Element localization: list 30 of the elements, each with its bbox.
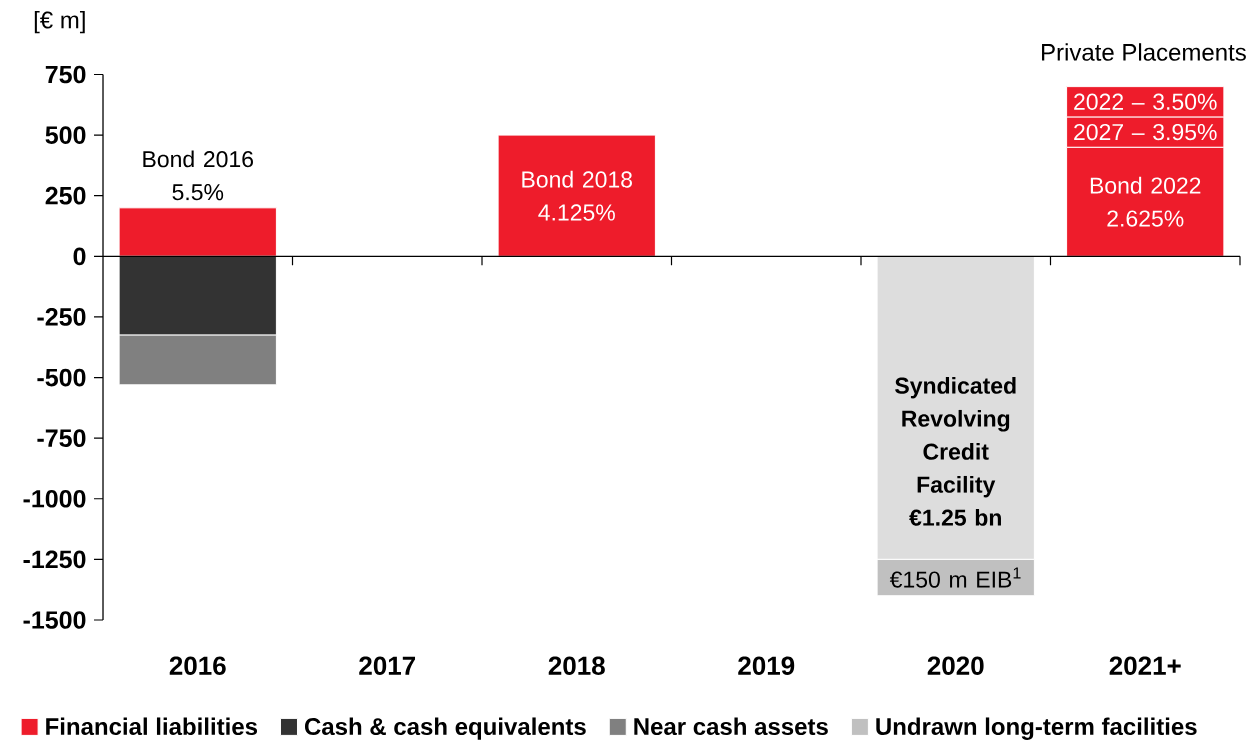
y-tick-label: -1250	[23, 550, 86, 569]
y-tick-label: -1500	[23, 611, 86, 629]
y-axis-title: [€ m]	[34, 10, 85, 34]
y-tick-label: 250	[45, 186, 86, 205]
x-tick-label: 2020	[927, 656, 984, 675]
y-tick-label: -250	[37, 308, 86, 326]
y-tick-label: -1000	[23, 489, 86, 508]
y-tick-label: -500	[37, 368, 86, 387]
annotation: Syndicated Revolving Credit Facility €1.25 bn	[895, 376, 1016, 526]
annotation: Bond 2022 2.625%	[1090, 176, 1201, 227]
legend-label: Undrawn long-term facilities	[876, 717, 1197, 740]
annotation: 2022 – 3.50%	[1074, 93, 1217, 110]
x-tick-label: 2017	[359, 656, 416, 675]
y-tick-label: 500	[45, 126, 86, 144]
legend-label: Cash & cash equivalents	[304, 717, 586, 740]
y-tick-label: 0	[73, 247, 86, 266]
annotation: Bond 2016 5.5%	[143, 150, 253, 201]
annotation: Bond 2018 4.125%	[522, 170, 632, 221]
y-tick-label: 750	[45, 65, 86, 84]
y-tick-label: -750	[37, 429, 86, 448]
annotation: 2027 – 3.95%	[1074, 123, 1217, 141]
legend-label: Near cash assets	[634, 717, 828, 736]
text: Private Placements	[1042, 43, 1246, 61]
x-tick-label: 2019	[738, 656, 795, 675]
legend-label: Financial liabilities	[46, 717, 258, 736]
x-tick-label: 2018	[548, 656, 605, 675]
x-tick-label: 2021+	[1109, 656, 1181, 675]
x-tick-label: 2016	[169, 656, 226, 675]
annotation: €150 m EIB$^{1}$	[889, 567, 1021, 588]
bar	[497, 134, 656, 257]
